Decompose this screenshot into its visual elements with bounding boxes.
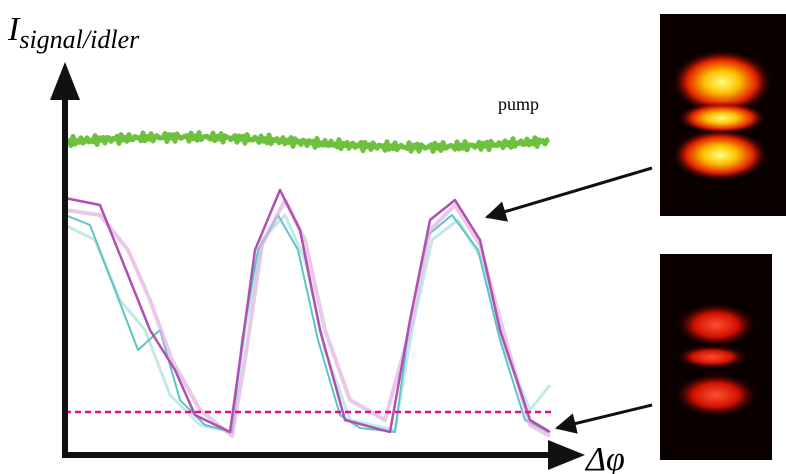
y-axis-label: Isignal/idler: [7, 11, 140, 54]
beam-image-top: [660, 14, 786, 216]
y-label-subscript: signal/idler: [19, 25, 140, 54]
pump-label: pump: [498, 94, 539, 114]
x-axis-label: Δφ: [584, 441, 625, 474]
traces: [65, 133, 550, 436]
x-arrowhead: [548, 440, 585, 470]
figure: Isignal/idler Δφ pump: [0, 0, 786, 474]
magenta-trace: [65, 190, 550, 432]
y-arrowhead: [50, 62, 80, 100]
arrow: [487, 168, 652, 217]
arrow: [557, 405, 652, 428]
pump-trace: [65, 133, 549, 152]
beam-image-bottom: [660, 254, 772, 460]
